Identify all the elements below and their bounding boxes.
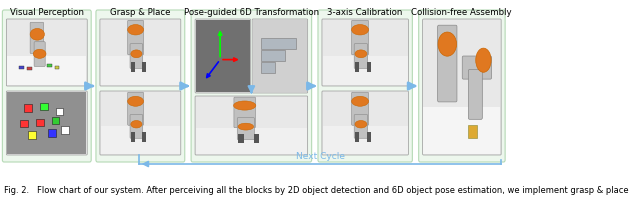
FancyBboxPatch shape (261, 38, 296, 49)
Ellipse shape (127, 25, 143, 35)
Bar (100, 56, 180, 85)
FancyBboxPatch shape (195, 96, 308, 155)
FancyBboxPatch shape (468, 69, 483, 119)
Ellipse shape (438, 32, 456, 56)
FancyBboxPatch shape (462, 56, 492, 79)
Bar (47, 64, 52, 67)
FancyBboxPatch shape (261, 62, 275, 73)
Ellipse shape (131, 121, 142, 128)
Bar (100, 126, 180, 154)
FancyBboxPatch shape (237, 118, 254, 140)
Bar (131, 62, 135, 72)
FancyBboxPatch shape (234, 97, 255, 128)
Text: Pose-guided 6D Transformation: Pose-guided 6D Transformation (184, 8, 319, 17)
Ellipse shape (355, 50, 367, 58)
Ellipse shape (127, 96, 143, 106)
FancyBboxPatch shape (252, 19, 308, 93)
Text: Visual Perception: Visual Perception (10, 8, 84, 17)
Bar (367, 62, 371, 72)
FancyBboxPatch shape (127, 20, 143, 55)
Ellipse shape (234, 101, 256, 110)
Bar (27, 67, 32, 70)
FancyBboxPatch shape (6, 91, 87, 155)
Bar (355, 132, 359, 142)
Bar (131, 132, 135, 142)
FancyBboxPatch shape (61, 126, 69, 133)
Bar (196, 128, 307, 154)
FancyBboxPatch shape (438, 25, 457, 102)
Bar (355, 62, 359, 72)
FancyBboxPatch shape (322, 91, 408, 155)
Bar (142, 132, 146, 142)
FancyBboxPatch shape (28, 131, 36, 138)
Bar (323, 126, 408, 154)
Bar (253, 134, 259, 143)
Ellipse shape (355, 121, 367, 128)
FancyBboxPatch shape (36, 119, 44, 126)
Bar (424, 107, 500, 154)
FancyBboxPatch shape (354, 115, 367, 138)
Bar (19, 66, 24, 69)
Bar (323, 56, 408, 85)
FancyBboxPatch shape (30, 22, 44, 54)
Ellipse shape (30, 28, 44, 40)
FancyBboxPatch shape (351, 20, 369, 55)
Text: Next Cycle: Next Cycle (296, 152, 345, 161)
FancyBboxPatch shape (52, 117, 60, 124)
Ellipse shape (476, 48, 491, 72)
FancyBboxPatch shape (191, 10, 312, 162)
FancyBboxPatch shape (419, 10, 505, 162)
Bar (196, 20, 250, 92)
FancyBboxPatch shape (24, 104, 32, 112)
Text: Collision-free Assembly: Collision-free Assembly (411, 8, 512, 17)
FancyBboxPatch shape (127, 92, 143, 125)
FancyBboxPatch shape (6, 19, 87, 86)
FancyBboxPatch shape (96, 10, 185, 162)
Bar (253, 20, 307, 92)
FancyBboxPatch shape (261, 50, 285, 61)
Bar (54, 66, 60, 69)
Ellipse shape (131, 50, 142, 58)
Text: Fig. 2.   Flow chart of our system. After perceiving all the blocks by 2D object: Fig. 2. Flow chart of our system. After … (4, 186, 628, 195)
FancyBboxPatch shape (100, 91, 180, 155)
FancyBboxPatch shape (56, 108, 63, 115)
Bar (7, 56, 86, 85)
FancyBboxPatch shape (100, 19, 180, 86)
Ellipse shape (33, 49, 46, 58)
FancyBboxPatch shape (318, 10, 412, 162)
FancyBboxPatch shape (47, 129, 56, 137)
FancyBboxPatch shape (351, 92, 369, 125)
FancyBboxPatch shape (40, 103, 47, 110)
Bar (238, 134, 244, 143)
FancyBboxPatch shape (130, 115, 143, 138)
Text: Grasp & Place: Grasp & Place (110, 8, 171, 17)
Ellipse shape (351, 96, 369, 106)
Bar (367, 132, 371, 142)
Text: 3-axis Calibration: 3-axis Calibration (327, 8, 403, 17)
FancyBboxPatch shape (422, 19, 501, 155)
FancyBboxPatch shape (322, 19, 408, 86)
FancyBboxPatch shape (130, 44, 143, 68)
Bar (468, 124, 477, 138)
FancyBboxPatch shape (3, 10, 91, 162)
Ellipse shape (351, 25, 369, 35)
Bar (142, 62, 146, 72)
FancyBboxPatch shape (195, 19, 251, 93)
Bar (7, 92, 86, 154)
Ellipse shape (238, 123, 253, 130)
FancyBboxPatch shape (20, 120, 28, 127)
FancyBboxPatch shape (34, 42, 45, 67)
FancyBboxPatch shape (354, 44, 367, 68)
